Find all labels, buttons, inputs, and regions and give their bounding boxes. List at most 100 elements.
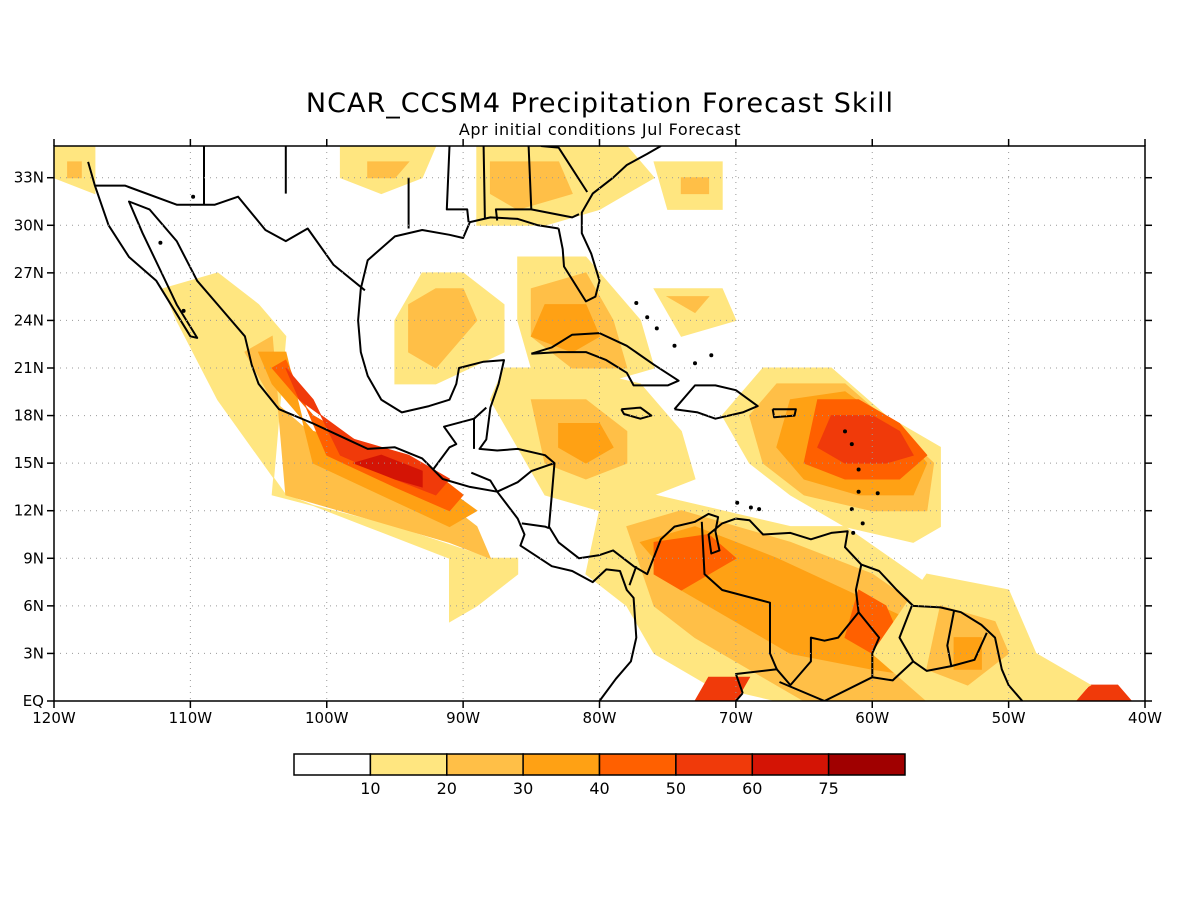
skill-region-bahamas-east — [665, 296, 710, 314]
coastline-us-mexico-border — [94, 184, 366, 292]
coastline-jamaica — [620, 406, 653, 420]
skill-region-atlantic-north — [680, 177, 710, 195]
island-mark — [158, 240, 163, 245]
lon-tick-label: 80W — [583, 709, 617, 727]
colorbar-label: 10 — [360, 779, 380, 798]
colorbar-label: 60 — [742, 779, 762, 798]
lon-tick-label: 60W — [855, 709, 889, 727]
lat-tick-label: 12N — [14, 502, 44, 520]
axis-ticks: 120W 110W 100W 90W 80W 70W 60W 50W 40W EQ 3N 6N 9N 12… — [14, 139, 1162, 727]
coastline-cuba — [531, 332, 680, 387]
colorbar-swatch — [827, 753, 906, 776]
coastline-us-state-lines-7 — [531, 208, 580, 219]
coastline-colombia-brazil — [734, 692, 744, 701]
lon-tick-label: 40W — [1128, 709, 1162, 727]
island-mark — [181, 308, 186, 313]
map-title: NCAR_CCSM4 Precipitation Forecast Skill — [306, 88, 894, 119]
island-mark — [645, 315, 650, 320]
skill-region-texas-north — [367, 161, 410, 179]
coastline-nicaragua-costa-rica — [521, 522, 550, 530]
colorbar-swatch — [446, 753, 524, 776]
colorbar-label: 40 — [589, 779, 609, 798]
lon-tick-label: 100W — [305, 709, 349, 727]
map-subtitle: Apr initial conditions Jul Forecast — [459, 120, 741, 139]
coastline-guiana-brazil — [951, 632, 988, 668]
colorbar-swatch — [522, 753, 601, 776]
coastline-north-america-pacific-coast — [87, 161, 638, 701]
coastline-brazil-north — [779, 676, 873, 701]
lat-tick-label: 24N — [14, 311, 44, 329]
lat-tick-label: 30N — [14, 216, 44, 234]
island-mark — [860, 521, 865, 526]
coastline-us-state-lines-5 — [482, 146, 486, 219]
coastline-honduras-borders — [470, 462, 555, 493]
lat-tick-label: 21N — [14, 359, 44, 377]
colorbar-label: 50 — [666, 779, 686, 798]
island-mark — [191, 194, 196, 199]
colorbar-label: 75 — [818, 779, 838, 798]
colorbar-swatch — [369, 753, 448, 776]
island-mark — [851, 530, 856, 535]
skill-region-florida-cuba — [530, 304, 601, 353]
island-mark — [634, 301, 639, 305]
colorbar-swatch — [751, 753, 830, 776]
skill-region-south-caribbean-venezuela — [653, 533, 737, 591]
island-mark — [856, 489, 861, 494]
graticule-grid — [54, 146, 1145, 701]
coastline-hispaniola — [673, 384, 759, 420]
map-plot-area: 120W 110W 100W 90W 80W 70W 60W 50W 40W EQ 3N 6N 9N 12… — [14, 139, 1162, 727]
island-mark — [735, 500, 740, 505]
coastline-colombia-venezuela — [700, 521, 778, 694]
island-mark — [672, 343, 677, 348]
coastline-layer — [87, 146, 1024, 701]
colorbar-swatch — [293, 753, 372, 776]
lat-tick-label: 15N — [14, 454, 44, 472]
lat-tick-label: 27N — [14, 264, 44, 282]
lon-tick-label: 90W — [446, 709, 480, 727]
lon-tick-label: 70W — [719, 709, 753, 727]
island-mark — [875, 491, 880, 496]
coastline-gulf-coast-and-yucatan — [357, 216, 1024, 701]
lat-tick-label: 18N — [14, 407, 44, 425]
island-mark — [709, 353, 714, 358]
lon-tick-label: 50W — [992, 709, 1026, 727]
skill-region-central-caribbean — [558, 423, 614, 464]
coastline-belize-border — [473, 406, 487, 420]
coastline-puerto-rico — [771, 408, 797, 419]
skill-region-california-south — [67, 161, 82, 179]
lat-tick-label: 3N — [23, 644, 44, 662]
skill-region-south-caribbean-venezuela — [1076, 684, 1133, 701]
coastline-panama-colombia — [628, 565, 638, 586]
colorbar-swatch — [675, 753, 754, 776]
skill-region-south-caribbean-venezuela — [694, 676, 751, 701]
lat-tick-label: 6N — [23, 597, 44, 615]
skill-region-eastern-caribbean — [817, 415, 914, 464]
island-mark — [654, 326, 659, 331]
colorbar-label: 20 — [437, 779, 457, 798]
skill-region-guianas — [953, 637, 982, 670]
island-mark — [849, 442, 854, 447]
skill-region-pacific-mexico-coast — [352, 454, 423, 488]
island-mark — [856, 467, 861, 472]
colorbar-label: 30 — [513, 779, 533, 798]
lon-tick-label: 120W — [32, 709, 76, 727]
coastline-us-state-lines-4 — [445, 146, 470, 223]
lon-tick-label: 110W — [169, 709, 213, 727]
lat-tick-label: EQ — [23, 692, 44, 710]
lat-tick-label: 9N — [23, 549, 44, 567]
colorbar-swatch — [598, 753, 677, 776]
coastline-us-state-lines-6 — [494, 146, 533, 221]
colorbar: 10 20 30 40 50 60 75 — [293, 753, 906, 798]
coastline-florida-atlantic-coast — [557, 146, 662, 303]
skill-region-gulf-mexico — [408, 288, 478, 369]
island-mark — [757, 507, 762, 512]
lat-tick-label: 33N — [14, 169, 44, 187]
island-mark — [748, 505, 753, 510]
island-mark — [843, 429, 847, 434]
skill-region-southeast-us — [489, 161, 573, 210]
island-mark — [849, 507, 854, 512]
coastline-central-america-borders — [432, 417, 475, 471]
coastline-guyana-suriname — [857, 605, 915, 682]
coastline-venezuela-guyana — [776, 564, 863, 687]
